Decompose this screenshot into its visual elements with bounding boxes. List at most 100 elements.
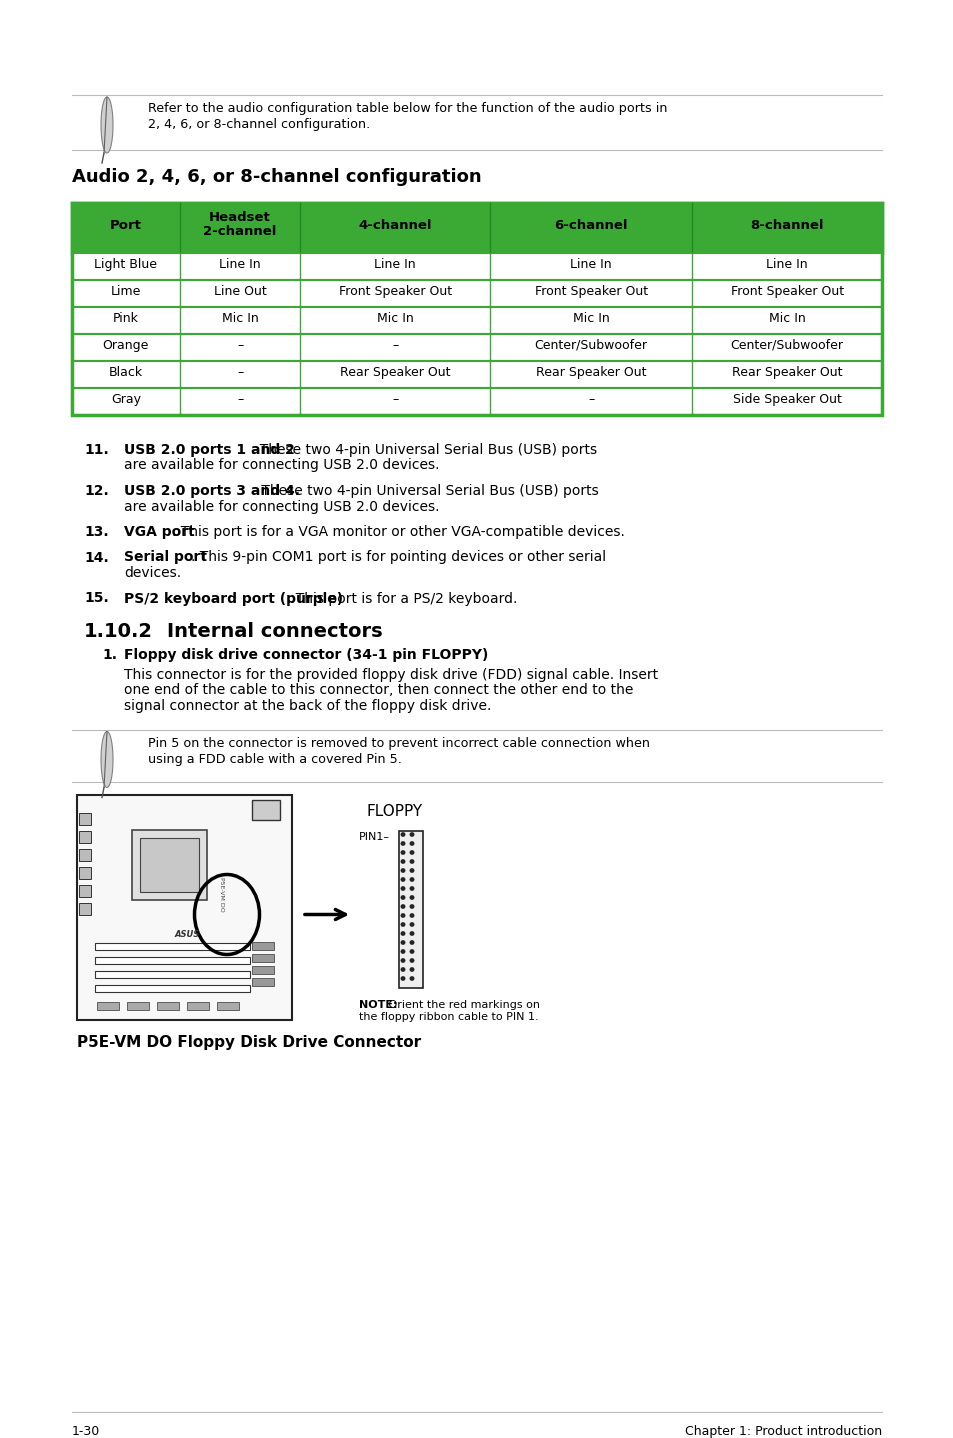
Circle shape (400, 932, 405, 936)
Text: P5E-VM DO Floppy Disk Drive Connector: P5E-VM DO Floppy Disk Drive Connector (77, 1034, 420, 1050)
Text: Line In: Line In (765, 257, 807, 270)
Bar (97, 1001, 119, 1009)
Text: Gray: Gray (111, 393, 141, 406)
Text: devices.: devices. (124, 567, 181, 580)
Text: FLOPPY: FLOPPY (367, 804, 423, 820)
Circle shape (400, 913, 405, 917)
Text: Floppy disk drive connector (34-1 pin FLOPPY): Floppy disk drive connector (34-1 pin FL… (124, 649, 488, 661)
Text: –: – (392, 393, 397, 406)
Text: . These two 4-pin Universal Serial Bus (USB) ports: . These two 4-pin Universal Serial Bus (… (251, 443, 597, 457)
Bar (79, 812, 91, 824)
Bar (398, 831, 422, 988)
Circle shape (410, 932, 414, 936)
Circle shape (410, 860, 414, 864)
Text: are available for connecting USB 2.0 devices.: are available for connecting USB 2.0 dev… (124, 499, 439, 513)
Circle shape (400, 968, 405, 972)
Bar (79, 848, 91, 860)
Text: Serial port: Serial port (124, 551, 207, 565)
Bar (79, 867, 91, 879)
Text: Rear Speaker Out: Rear Speaker Out (339, 367, 450, 380)
Circle shape (410, 833, 414, 837)
Bar (252, 800, 280, 820)
Text: Light Blue: Light Blue (94, 257, 157, 270)
Bar (71, 280, 882, 306)
Text: Port: Port (110, 219, 142, 232)
Bar (71, 203, 882, 253)
Circle shape (400, 896, 405, 900)
Circle shape (400, 976, 405, 981)
Text: . This port is for a VGA monitor or other VGA-compatible devices.: . This port is for a VGA monitor or othe… (172, 525, 624, 539)
Circle shape (410, 968, 414, 972)
Text: are available for connecting USB 2.0 devices.: are available for connecting USB 2.0 dev… (124, 459, 439, 473)
Circle shape (410, 886, 414, 890)
Bar (252, 978, 274, 985)
Text: USB 2.0 ports 1 and 2: USB 2.0 ports 1 and 2 (124, 443, 294, 457)
Text: one end of the cable to this connector, then connect the other end to the: one end of the cable to this connector, … (124, 683, 633, 697)
Text: –: – (236, 339, 243, 352)
Text: Headset: Headset (209, 211, 271, 224)
Text: PIN1–: PIN1– (358, 833, 390, 843)
Circle shape (400, 833, 405, 837)
Text: Side Speaker Out: Side Speaker Out (732, 393, 841, 406)
Text: Front Speaker Out: Front Speaker Out (534, 285, 647, 298)
Text: PS/2 keyboard port (purple): PS/2 keyboard port (purple) (124, 591, 343, 605)
Circle shape (400, 922, 405, 926)
Bar (95, 985, 250, 991)
Text: –: – (236, 367, 243, 380)
Circle shape (410, 877, 414, 881)
Circle shape (400, 869, 405, 873)
Bar (79, 831, 91, 843)
Text: Mic In: Mic In (221, 312, 258, 325)
Bar (95, 956, 250, 963)
Text: USB 2.0 ports 3 and 4.: USB 2.0 ports 3 and 4. (124, 485, 299, 498)
Text: Pin 5 on the connector is removed to prevent incorrect cable connection when: Pin 5 on the connector is removed to pre… (148, 738, 649, 751)
Circle shape (410, 841, 414, 846)
Circle shape (400, 886, 405, 890)
Text: 1.: 1. (102, 649, 117, 661)
Circle shape (400, 958, 405, 962)
Bar (71, 361, 882, 388)
Circle shape (400, 841, 405, 846)
Circle shape (410, 896, 414, 900)
Bar (95, 971, 250, 978)
Text: Internal connectors: Internal connectors (167, 623, 382, 641)
Text: Front Speaker Out: Front Speaker Out (338, 285, 451, 298)
Bar (157, 1001, 179, 1009)
Bar (71, 306, 882, 334)
Text: Rear Speaker Out: Rear Speaker Out (536, 367, 646, 380)
Bar (132, 830, 207, 900)
Bar (95, 942, 250, 949)
Text: VGA port: VGA port (124, 525, 194, 539)
Circle shape (410, 905, 414, 909)
Polygon shape (101, 96, 112, 152)
Circle shape (410, 913, 414, 917)
Text: –: – (236, 393, 243, 406)
Text: signal connector at the back of the floppy disk drive.: signal connector at the back of the flop… (124, 699, 491, 713)
Circle shape (400, 940, 405, 945)
Text: Black: Black (109, 367, 143, 380)
Text: Front Speaker Out: Front Speaker Out (730, 285, 842, 298)
Text: the floppy ribbon cable to PIN 1.: the floppy ribbon cable to PIN 1. (358, 1012, 538, 1022)
Text: Mic In: Mic In (376, 312, 413, 325)
Text: Audio 2, 4, 6, or 8-channel configuration: Audio 2, 4, 6, or 8-channel configuratio… (71, 168, 481, 186)
Bar (79, 903, 91, 915)
Text: . This 9-pin COM1 port is for pointing devices or other serial: . This 9-pin COM1 port is for pointing d… (191, 551, 605, 565)
Bar (71, 334, 882, 361)
Text: Line In: Line In (570, 257, 611, 270)
Text: 1.10.2: 1.10.2 (84, 623, 152, 641)
Circle shape (410, 976, 414, 981)
Circle shape (400, 860, 405, 864)
Text: 15.: 15. (84, 591, 109, 605)
Text: Mic In: Mic In (768, 312, 804, 325)
Circle shape (400, 850, 405, 854)
Text: P5E-VM DO: P5E-VM DO (219, 877, 224, 912)
Circle shape (410, 940, 414, 945)
Circle shape (400, 877, 405, 881)
Circle shape (400, 905, 405, 909)
Circle shape (400, 949, 405, 953)
Bar (79, 884, 91, 896)
Bar (187, 1001, 209, 1009)
Polygon shape (101, 732, 112, 788)
Text: Refer to the audio configuration table below for the function of the audio ports: Refer to the audio configuration table b… (148, 102, 667, 115)
Text: Orange: Orange (103, 339, 149, 352)
